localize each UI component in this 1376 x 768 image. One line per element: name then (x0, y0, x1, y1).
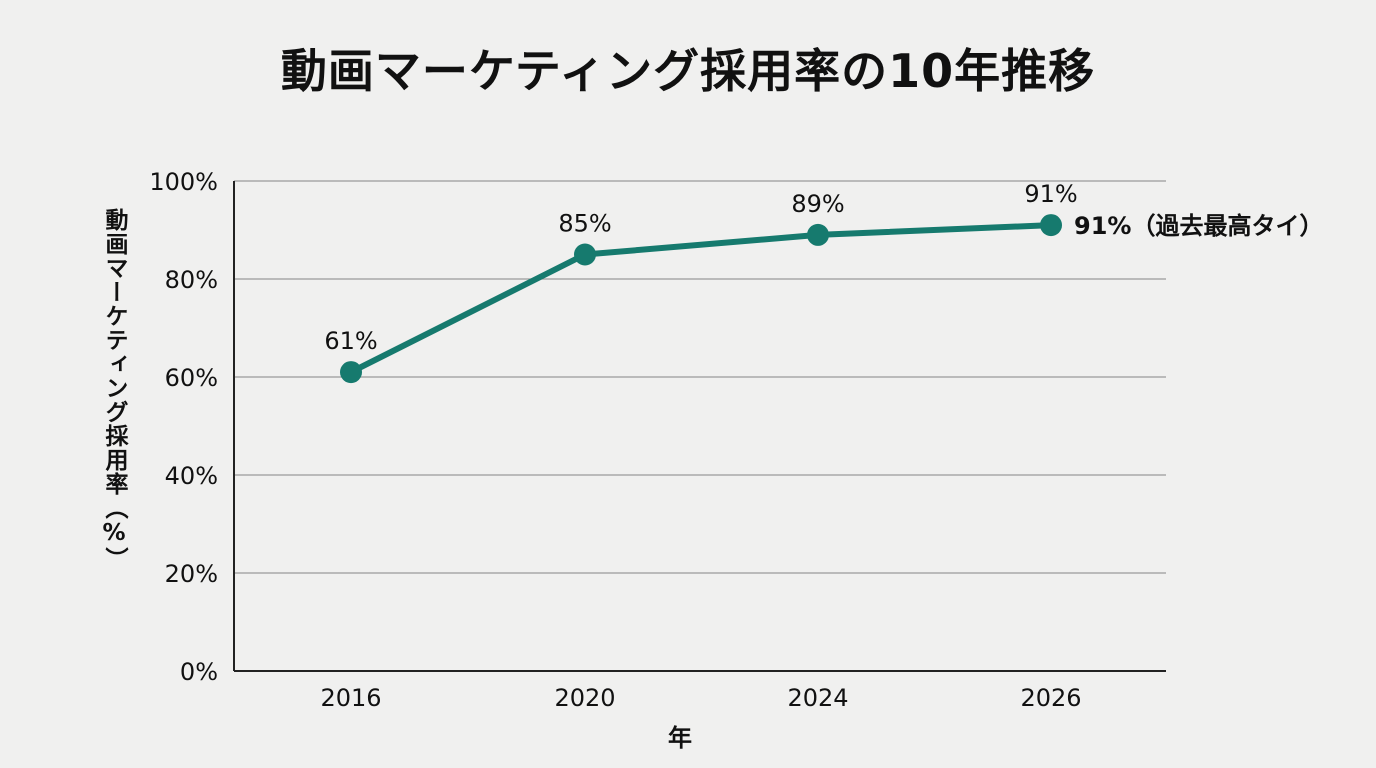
axes (233, 181, 1166, 672)
chart-title: 動画マーケティング採用率の10年推移 (280, 44, 1096, 98)
series-layer (340, 214, 1062, 384)
y-tick-label: 60% (165, 364, 218, 392)
data-labels: 61% 85% 89% 91% (324, 180, 1077, 355)
y-tick-labels: 0% 20% 40% 60% 80% 100% (149, 168, 218, 686)
grid-lines (234, 180, 1166, 574)
data-label: 89% (791, 190, 844, 218)
y-tick-label: 0% (180, 658, 218, 686)
x-tick-label: 2024 (787, 684, 848, 712)
annotations: 91%（過去最高タイ） (1074, 212, 1323, 240)
data-label: 85% (558, 210, 611, 238)
x-axis-label-wrap: 年 (0, 718, 1376, 753)
x-tick-labels: 2016 2020 2024 2026 (320, 684, 1081, 712)
x-tick-label: 2026 (1020, 684, 1081, 712)
x-tick-label: 2020 (554, 684, 615, 712)
data-label: 61% (324, 327, 377, 355)
x-axis-label: 年 (668, 724, 692, 752)
x-tick-label: 2016 (320, 684, 381, 712)
y-tick-label: 80% (165, 266, 218, 294)
data-point (340, 361, 362, 384)
data-point (807, 223, 829, 246)
series-line (348, 222, 1054, 376)
y-tick-label: 20% (165, 560, 218, 588)
annotation-label: 91%（過去最高タイ） (1074, 212, 1323, 240)
y-tick-label: 40% (165, 462, 218, 490)
y-tick-label: 100% (149, 168, 218, 196)
data-point (1040, 214, 1062, 237)
y-axis-label: 動画マーケティング採用率（%） (101, 208, 127, 571)
data-label: 91% (1024, 180, 1077, 208)
data-point (574, 243, 596, 266)
